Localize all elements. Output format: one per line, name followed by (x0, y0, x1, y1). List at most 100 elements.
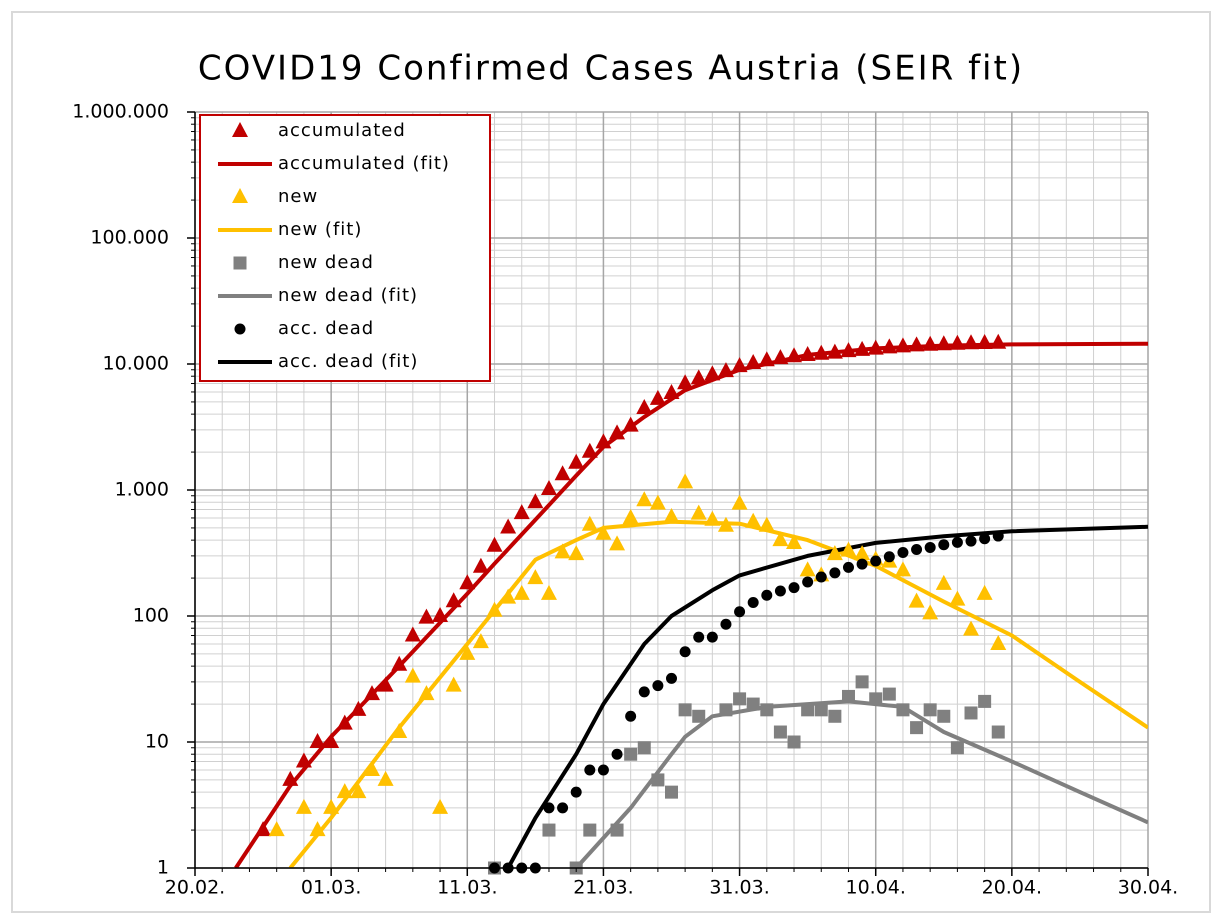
triangle-marker (786, 347, 803, 363)
triangle-marker (976, 334, 993, 350)
triangle-marker (513, 504, 530, 520)
triangle-marker (758, 351, 775, 367)
x-tick-label: 31.03. (709, 877, 769, 899)
triangle-marker (540, 584, 557, 600)
triangle-marker (391, 655, 408, 671)
triangle-marker (459, 574, 476, 590)
square-marker (787, 735, 801, 749)
legend: accumulated accumulated (fit) new new (fit)… (199, 114, 491, 382)
triangle-marker (568, 545, 585, 561)
triangle-marker (636, 491, 653, 507)
triangle-marker (232, 122, 248, 137)
triangle-marker (309, 733, 326, 748)
triangle-marker (595, 524, 612, 540)
triangle-marker (677, 374, 694, 390)
circle-marker (584, 764, 596, 776)
triangle-marker (527, 493, 544, 509)
triangle-marker (963, 334, 980, 350)
triangle-marker (418, 685, 435, 701)
circle-marker (720, 618, 732, 630)
square-marker (233, 256, 247, 270)
circle-marker (788, 582, 800, 594)
square-marker (923, 703, 937, 717)
circle-marker (979, 533, 991, 545)
triangle-marker (663, 508, 680, 524)
triangle-marker (949, 334, 966, 350)
legend-label: new (278, 186, 318, 207)
triangle-marker (363, 685, 380, 701)
triangle-marker (295, 752, 312, 768)
legend-label: new dead (fit) (278, 285, 418, 306)
triangle-marker (758, 516, 775, 532)
square-marker (542, 823, 556, 837)
triangle-marker (990, 333, 1007, 349)
triangle-marker (813, 344, 830, 360)
triangle-marker (282, 770, 299, 786)
circle-marker (693, 631, 705, 643)
triangle-marker (677, 473, 694, 489)
triangle-marker (963, 620, 980, 636)
triangle-marker (486, 601, 503, 617)
triangle-marker (622, 416, 639, 432)
triangle-marker (459, 644, 476, 660)
circle-marker (842, 561, 854, 573)
triangle-marker (336, 783, 353, 799)
triangle-marker (295, 798, 312, 814)
triangle-marker (922, 335, 939, 351)
triangle-marker (976, 584, 993, 600)
triangle-marker (663, 383, 680, 399)
x-tick-label: 01.03. (301, 877, 361, 899)
triangle-marker (745, 512, 762, 528)
triangle-marker (363, 760, 380, 776)
triangle-marker (690, 504, 707, 520)
triangle-marker (568, 453, 585, 469)
triangle-marker (336, 714, 353, 730)
legend-label: new (fit) (278, 219, 362, 240)
triangle-marker (704, 365, 721, 381)
square-marker (828, 709, 842, 723)
triangle-marker (391, 723, 408, 739)
circle-marker (638, 686, 650, 698)
legend-box (199, 114, 491, 382)
circle-marker (543, 802, 555, 814)
triangle-marker (799, 561, 816, 577)
triangle-marker (232, 188, 248, 203)
square-marker (950, 741, 964, 755)
circle-marker (965, 535, 977, 547)
triangle-marker (731, 494, 748, 510)
square-marker (882, 687, 896, 701)
y-tick-label: 1.000.000 (72, 101, 169, 123)
square-marker (991, 725, 1005, 739)
square-marker (719, 703, 733, 717)
circle-marker (557, 802, 569, 814)
y-tick-label: 1.000 (115, 479, 169, 501)
circle-marker (897, 547, 909, 559)
triangle-marker (350, 700, 367, 716)
triangle-marker (432, 798, 449, 814)
square-marker (665, 785, 678, 799)
triangle-marker (609, 424, 626, 440)
triangle-marker (649, 494, 666, 510)
circle-marker (679, 646, 691, 658)
y-tick-label: 10.000 (103, 353, 169, 375)
x-tick-label: 21.03. (573, 877, 633, 899)
circle-marker (856, 558, 868, 570)
triangle-marker (826, 545, 843, 561)
circle-marker (829, 567, 841, 579)
chart-title: COVID19 Confirmed Cases Austria (SEIR fi… (198, 49, 1024, 89)
square-marker (814, 703, 828, 717)
triangle-marker (745, 354, 762, 370)
square-marker (773, 725, 787, 739)
y-tick-label: 100.000 (90, 227, 169, 249)
circle-marker (815, 571, 827, 583)
circle-marker (911, 544, 923, 556)
square-marker (624, 747, 638, 761)
triangle-marker (554, 465, 571, 481)
square-marker (801, 703, 815, 717)
triangle-marker (404, 667, 421, 683)
triangle-marker (854, 340, 871, 356)
triangle-marker (268, 821, 285, 837)
circle-marker (234, 323, 246, 335)
y-tick-label: 100 (133, 605, 169, 627)
y-tick-label: 1 (157, 857, 169, 879)
